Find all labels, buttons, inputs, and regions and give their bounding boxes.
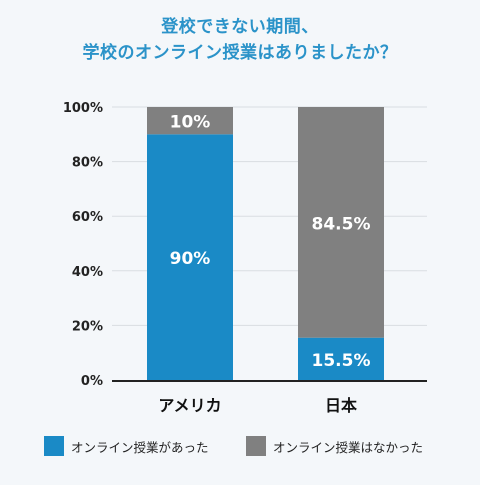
y-tick-label: 40% [72, 265, 103, 280]
chart-title-line2: 学校のオンライン授業はありましたか？ [82, 43, 398, 63]
chart-title: 登校できない期間、 学校のオンライン授業はありましたか？ [0, 14, 480, 66]
chart-title-line1: 登校できない期間、 [161, 17, 319, 37]
legend-item-had-online: オンライン授業があった [44, 436, 209, 456]
value-label: 84.5% [312, 214, 371, 234]
category-labels: アメリカ 日本 [158, 396, 357, 415]
value-label: 90% [170, 249, 211, 269]
value-label: 15.5% [312, 351, 371, 371]
value-label: 10% [170, 113, 211, 133]
stacked-bar-chart: 0% 20% 40% 60% 80% 100% 90% 10% 15.5% 84.5% アメリカ… [63, 101, 427, 415]
category-label: アメリカ [158, 396, 221, 415]
legend-label-had-online: オンライン授業があった [71, 439, 209, 455]
y-tick-label: 100% [63, 101, 103, 116]
legend-label-no-online: オンライン授業はなかった [273, 439, 424, 455]
y-axis-ticks: 0% 20% 40% 60% 80% 100% [63, 101, 103, 389]
y-tick-label: 80% [72, 156, 103, 171]
bar-segment [147, 134, 233, 380]
y-tick-label: 0% [81, 374, 103, 389]
value-labels: 90% 10% 15.5% 84.5% [170, 113, 371, 371]
legend: オンライン授業があった オンライン授業はなかった [0, 436, 480, 460]
legend-swatch-had-online [44, 436, 64, 456]
y-tick-label: 20% [72, 319, 103, 334]
bar-segment [298, 337, 384, 380]
legend-swatch-no-online [246, 436, 266, 456]
bars [147, 107, 384, 380]
bar-segment [298, 107, 384, 338]
legend-item-no-online: オンライン授業はなかった [246, 436, 423, 456]
bar-segment [147, 107, 233, 135]
category-label: 日本 [325, 396, 357, 415]
y-tick-label: 60% [72, 210, 103, 225]
